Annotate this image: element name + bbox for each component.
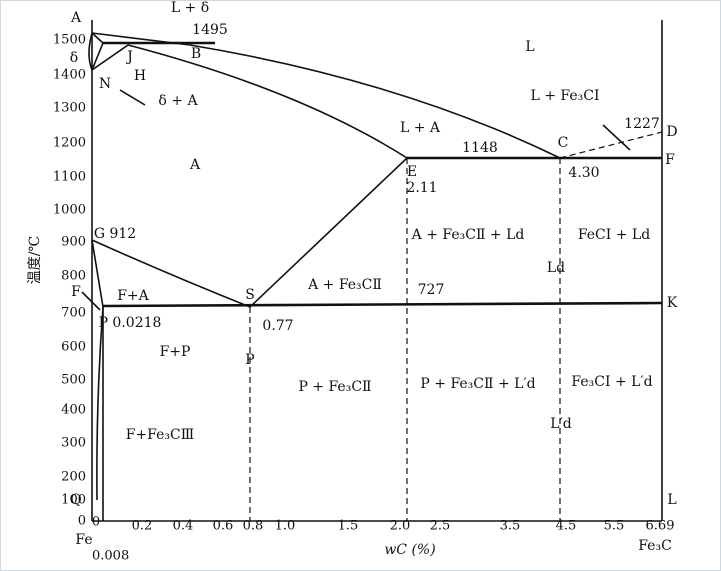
region-label: P + Fe₃CⅡ	[298, 379, 371, 395]
x-tick-label: 1.0	[275, 519, 296, 534]
y-tick-label: 100	[61, 493, 86, 508]
y-tick-label: 700	[61, 306, 86, 321]
y-tick-label: 800	[61, 269, 86, 284]
y-tick-label: 400	[61, 403, 86, 418]
right-end-label: Fe₃C	[638, 538, 672, 554]
x-tick-label: 5.5	[604, 519, 625, 534]
region-label: L + Fe₃CⅠ	[530, 88, 599, 104]
x-tick-label: 0.4	[173, 519, 194, 534]
region-label: B	[191, 46, 201, 62]
region-label: H	[134, 68, 146, 84]
nj-line	[91, 44, 129, 71]
region-label: P + Fe₃CⅡ + L′d	[420, 376, 535, 392]
region-label: L	[525, 39, 534, 55]
x-tick-label: 2.5	[430, 519, 451, 534]
region-label: 1148	[462, 140, 498, 156]
x-tick-label: 6.69	[646, 519, 675, 534]
region-label: D	[666, 124, 677, 140]
region-label: F	[665, 152, 675, 168]
region-label: 727	[418, 282, 445, 298]
region-label: J	[125, 49, 133, 65]
region-label: C	[558, 135, 569, 151]
left-end-sub: 0.008	[92, 549, 129, 564]
y-tick-label: 1300	[53, 101, 86, 116]
region-label: F+P	[160, 344, 191, 360]
x-tick-label: 0	[92, 515, 100, 530]
region-label: A	[189, 157, 201, 173]
region-label: F+A	[117, 288, 149, 304]
region-label: L	[667, 492, 676, 508]
region-label: FeCⅠ + Ld	[578, 227, 650, 243]
y-tick-label: 500	[61, 373, 86, 388]
region-label: Fe₃CⅠ + L′d	[571, 374, 652, 390]
region-label: δ	[70, 50, 78, 66]
region-label: S	[245, 287, 255, 303]
region-label: G 912	[94, 226, 136, 242]
region-label: F+Fe₃CⅢ	[126, 427, 195, 443]
region-label: A + Fe₃CⅡ + Ld	[411, 227, 525, 243]
leader	[119, 89, 146, 106]
y-axis-title: 温度/℃	[27, 236, 43, 284]
region-label: E	[407, 164, 417, 180]
region-label: Q	[70, 492, 81, 508]
x-tick-label: 2.0	[390, 519, 411, 534]
eutectoid-line	[102, 301, 663, 308]
y-tick-label: 300	[61, 436, 86, 451]
region-label: K	[667, 295, 678, 311]
x-axis-title: wC (%)	[384, 542, 435, 558]
x-tick-label: 0.8	[243, 519, 264, 534]
gp-line	[91, 239, 104, 308]
left-end-label: Fe	[75, 532, 92, 548]
region-label: 4.30	[568, 165, 599, 181]
leader	[81, 291, 101, 311]
y-tick-label: 1500	[53, 33, 86, 48]
y-tick-label: 900	[61, 235, 86, 250]
region-label: 2.11	[406, 180, 437, 196]
region-label: L + A	[400, 120, 441, 136]
region-label: δ + A	[158, 93, 198, 109]
x-tick-label: 4.5	[556, 519, 577, 534]
region-label: A	[70, 10, 82, 26]
liquidus-bc	[189, 44, 561, 159]
y-tick-label: 1000	[53, 203, 86, 218]
y-tick-label: 600	[61, 340, 86, 355]
region-label: P 0.0218	[99, 315, 162, 331]
x-tick-label: 0.6	[213, 519, 234, 534]
pq-line	[96, 306, 104, 501]
region-label: Ld	[547, 260, 565, 276]
region-label: P	[245, 352, 254, 368]
y-tick-label: 200	[61, 470, 86, 485]
y-tick-label: 1400	[53, 68, 86, 83]
leader	[602, 124, 631, 151]
y-tick-label: 1100	[53, 170, 86, 185]
gs-line	[91, 239, 251, 308]
x-tick-label: 0.2	[132, 519, 153, 534]
es-line	[249, 157, 408, 308]
region-label: 1227	[624, 116, 660, 132]
region-label: A + Fe₃CⅡ	[307, 277, 382, 293]
region-label: F	[71, 284, 81, 300]
solidus-je	[127, 44, 408, 159]
x-tick-label: 3.5	[500, 519, 521, 534]
region-label: L + δ	[171, 0, 209, 16]
cd-line	[559, 131, 663, 159]
region-label: L′d	[550, 416, 571, 432]
y-tick-label: 1200	[53, 136, 86, 151]
region-label: N	[99, 76, 111, 92]
region-label: 0.77	[262, 318, 293, 334]
nh-line	[91, 42, 104, 71]
x-tick-label: 1.5	[338, 519, 359, 534]
y-tick-label: 0	[78, 514, 86, 529]
an-line	[88, 32, 93, 71]
region-label: 1495	[192, 22, 228, 38]
solidus-ah	[91, 32, 104, 44]
